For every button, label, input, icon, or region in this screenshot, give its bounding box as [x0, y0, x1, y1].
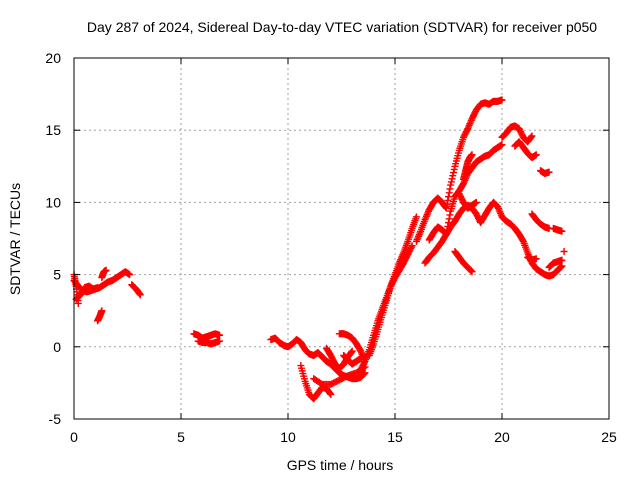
plot-frame	[73, 57, 610, 420]
data-point	[412, 213, 420, 221]
series-arc-v	[459, 151, 476, 183]
y-tick-label: 10	[45, 194, 61, 210]
y-tick-label: 15	[45, 122, 61, 138]
data-point	[545, 168, 553, 176]
x-tick-label: 25	[601, 429, 617, 445]
data-point	[532, 151, 540, 159]
series-arc-e	[98, 266, 110, 281]
x-tick-label: 15	[387, 429, 403, 445]
data-point	[136, 290, 144, 298]
data-point	[136, 291, 144, 299]
data-point	[447, 178, 455, 186]
data-point	[98, 307, 106, 315]
series-arc-r	[425, 141, 506, 244]
y-tick-label: 20	[45, 50, 61, 66]
data-point	[445, 189, 453, 197]
series-arc-x	[511, 138, 540, 162]
data-point	[327, 390, 335, 398]
data-point	[558, 256, 566, 264]
data-point	[126, 271, 134, 279]
series-arc-b	[72, 282, 102, 303]
x-axis-label: GPS time / hours	[287, 457, 394, 473]
data-point	[556, 263, 564, 271]
data-point	[216, 337, 224, 345]
data-point	[360, 370, 368, 378]
data-point	[94, 284, 102, 292]
x-tick-label: 0	[70, 429, 78, 445]
data-point	[560, 247, 568, 255]
data-point	[360, 359, 368, 367]
series-arc-d	[94, 307, 106, 325]
series-arc-f	[128, 281, 144, 299]
series-arc-u	[455, 190, 480, 212]
series-arc-aa	[532, 262, 566, 280]
y-axis-label: SDTVAR / TECUs	[7, 183, 23, 295]
data-point	[408, 242, 416, 250]
data-point	[447, 181, 455, 189]
series-arc-g	[190, 330, 224, 342]
data-point	[407, 243, 415, 251]
y-tick-label: -5	[49, 411, 62, 427]
data-point	[468, 151, 476, 159]
series-arc-j	[297, 362, 335, 403]
data-point	[448, 175, 456, 183]
data-point	[446, 185, 454, 193]
data-point	[74, 299, 82, 307]
data-point	[449, 172, 457, 180]
data-point	[348, 347, 356, 355]
data-point	[527, 133, 535, 141]
data-point	[472, 198, 480, 206]
series-arc-p	[365, 242, 416, 359]
chart-title: Day 287 of 2024, Sidereal Day-to-day VTE…	[87, 19, 597, 35]
series-arc-s	[421, 198, 540, 273]
data-point	[558, 227, 566, 235]
series-arc-h	[194, 337, 224, 348]
data-point	[498, 96, 506, 104]
series-arc-m	[335, 330, 369, 365]
data-point	[444, 196, 452, 204]
x-tick-label: 5	[177, 429, 185, 445]
data-point	[347, 348, 355, 356]
series-arc-z	[537, 167, 553, 178]
x-tick-label: 10	[280, 429, 296, 445]
data-point	[446, 211, 454, 219]
series-arc-n	[340, 351, 365, 368]
data-point	[519, 236, 527, 244]
data-point	[467, 266, 475, 274]
data-point	[528, 132, 536, 140]
series-arc-ad	[524, 253, 540, 264]
data-point	[498, 141, 506, 149]
data-point	[450, 165, 458, 173]
points-layer	[70, 96, 568, 403]
data-point	[463, 126, 471, 134]
data-point	[557, 263, 565, 271]
data-point	[357, 354, 365, 362]
y-tick-label: 0	[53, 339, 61, 355]
series-arc-y	[528, 210, 553, 232]
data-point	[532, 255, 540, 263]
x-tick-label: 20	[494, 429, 510, 445]
series-arc-w	[498, 122, 536, 146]
tick-layer: 0 5 10 15 20 25 -5 0 5 10 15 20	[45, 50, 617, 445]
series-arc-t	[451, 247, 476, 276]
data-point	[468, 268, 476, 276]
data-point	[360, 370, 368, 378]
data-point	[445, 193, 452, 201]
data-point	[102, 266, 110, 274]
series-arc-q	[412, 96, 506, 245]
data-point	[467, 267, 475, 275]
series-arc-ac	[549, 224, 566, 235]
data-point	[449, 169, 457, 177]
series-arc-ab	[545, 256, 566, 271]
y-tick-label: 5	[53, 267, 61, 283]
data-point	[445, 215, 453, 223]
series-arc-ae	[560, 247, 568, 255]
data-point	[326, 389, 334, 397]
